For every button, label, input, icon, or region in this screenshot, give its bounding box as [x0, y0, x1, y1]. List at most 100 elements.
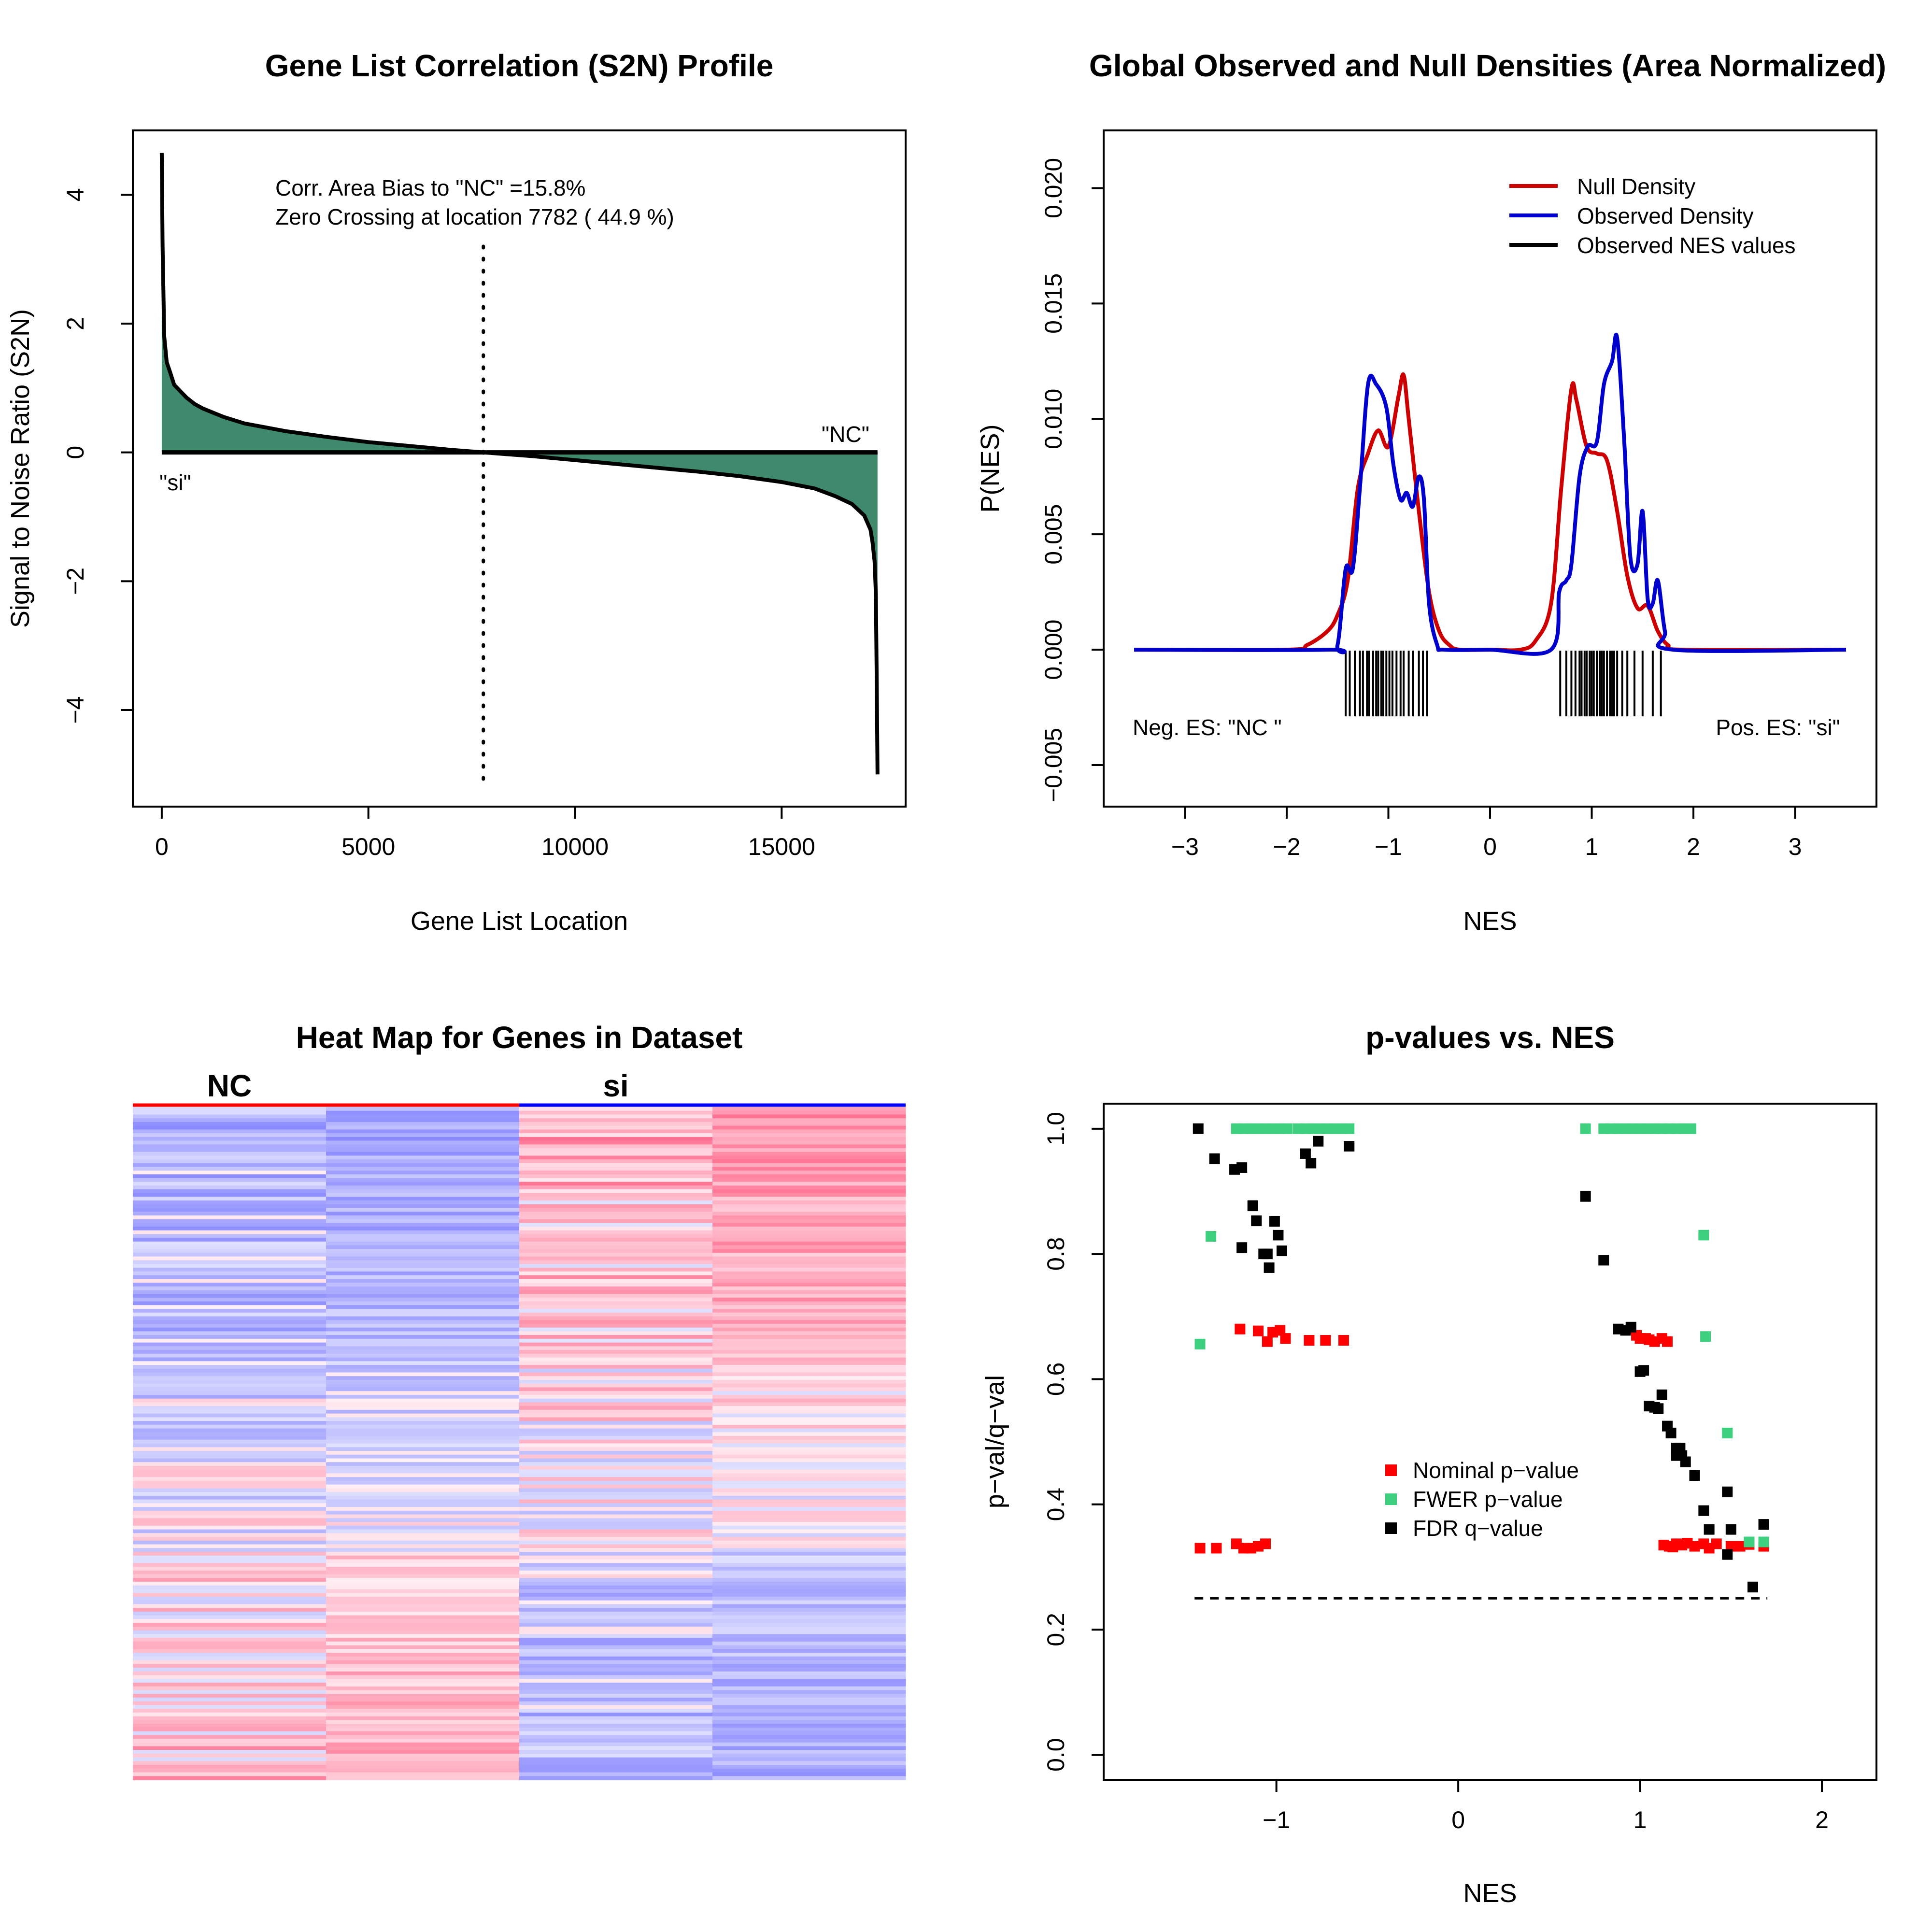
heatmap-cell	[133, 1308, 327, 1313]
heatmap-cell	[712, 1649, 906, 1653]
heatmap-cell	[326, 1398, 520, 1403]
heatmap-cell	[133, 1178, 327, 1182]
heatmap-cell	[712, 1267, 906, 1272]
fdr-q-point	[1247, 1200, 1258, 1211]
heatmap-cell	[712, 1256, 906, 1261]
heatmap-cell	[326, 1245, 520, 1250]
heatmap-cell	[133, 1159, 327, 1164]
heatmap-cell	[712, 1436, 906, 1440]
heatmap-cell	[519, 1387, 713, 1392]
heatmap-cell	[133, 1439, 327, 1444]
heatmap-cell	[133, 1495, 327, 1500]
heatmap-cell	[712, 1484, 906, 1489]
heatmap-cell	[712, 1604, 906, 1608]
heatmap-cell	[326, 1174, 520, 1179]
fwer-p-point	[1686, 1123, 1696, 1134]
heatmap-cell	[133, 1335, 327, 1339]
heatmap-cell	[133, 1364, 327, 1369]
y-tick-label: 0	[62, 446, 89, 459]
fdr-q-point	[1251, 1215, 1262, 1226]
heatmap-cell	[712, 1454, 906, 1459]
fwer-p-point	[1580, 1123, 1591, 1134]
nominal-p-point	[1662, 1336, 1673, 1347]
heatmap-cell	[519, 1540, 713, 1545]
fdr-q-point	[1580, 1191, 1591, 1202]
heatmap-cell	[519, 1297, 713, 1302]
heatmap-cell	[712, 1727, 906, 1732]
heatmap-cell	[712, 1275, 906, 1279]
heatmap-cell	[133, 1705, 327, 1709]
y-tick-label: 0.015	[1040, 273, 1067, 334]
x-tick-label: 2	[1815, 1806, 1829, 1833]
heatmap-cell	[712, 1608, 906, 1612]
heatmap-cell	[712, 1761, 906, 1765]
heatmap-cell	[519, 1622, 713, 1627]
heatmap-cell	[133, 1286, 327, 1291]
fdr-q-point	[1671, 1450, 1682, 1461]
heatmap-cell	[519, 1634, 713, 1638]
heatmap-cell	[133, 1136, 327, 1141]
heatmap-cell	[519, 1600, 713, 1605]
heatmap-cell	[133, 1765, 327, 1769]
heatmap-cell	[133, 1312, 327, 1317]
heatmap-cell	[519, 1424, 713, 1429]
heatmap-cell	[712, 1656, 906, 1661]
heatmap-cell	[326, 1772, 520, 1776]
fdr-q-point	[1300, 1148, 1311, 1159]
heatmap-cell	[326, 1660, 520, 1664]
heatmap-cell	[712, 1338, 906, 1343]
fdr-q-point	[1598, 1255, 1609, 1266]
heatmap-cell	[326, 1312, 520, 1317]
heatmap-cell	[133, 1742, 327, 1747]
heatmap-cell	[519, 1469, 713, 1474]
heatmap-cell	[133, 1776, 327, 1780]
heatmap-cell	[712, 1424, 906, 1429]
heatmap-cell	[519, 1346, 713, 1350]
heatmap-cell	[712, 1634, 906, 1638]
heatmap-cell	[133, 1342, 327, 1347]
heatmap-cell	[326, 1379, 520, 1384]
heatmap-cell	[519, 1256, 713, 1261]
heatmap-cell	[133, 1563, 327, 1567]
heatmap-cell	[133, 1409, 327, 1414]
heatmap-cell	[133, 1200, 327, 1205]
heatmap-cell	[712, 1705, 906, 1709]
panel-pvalues: p-values vs. NES −1 0 1 2 0.0 0.2 0.4 0.6 0.8 1.0…	[980, 1020, 1877, 1908]
heatmap-cell	[326, 1383, 520, 1388]
heatmap-cell	[133, 1122, 327, 1126]
heatmap-cell	[133, 1750, 327, 1754]
heatmap-cell	[133, 1346, 327, 1350]
heatmap-cell	[712, 1540, 906, 1545]
heatmap-cell	[519, 1675, 713, 1679]
fdr-q-point	[1313, 1136, 1324, 1147]
heatmap-cell	[712, 1342, 906, 1347]
heatmap-cell	[133, 1641, 327, 1646]
heatmap-cell	[519, 1215, 713, 1220]
heatmap-cell	[326, 1641, 520, 1646]
heatmap-cell	[133, 1234, 327, 1238]
heatmap-cell	[712, 1286, 906, 1291]
heatmap-cell	[712, 1712, 906, 1717]
heatmap-cell	[712, 1563, 906, 1567]
y-tick-label: 0.020	[1040, 158, 1067, 218]
column-group-label-si: si	[603, 1068, 628, 1103]
heatmap-cell	[519, 1548, 713, 1552]
heatmap-cell	[133, 1436, 327, 1440]
heatmap-cell	[712, 1735, 906, 1739]
heatmap-cell	[133, 1293, 327, 1298]
heatmap-cell	[712, 1507, 906, 1511]
heatmap-cell	[519, 1342, 713, 1347]
heatmap-cell	[712, 1525, 906, 1530]
heatmap-cell	[519, 1122, 713, 1126]
heatmap-cell	[712, 1406, 906, 1410]
heatmap-cell	[712, 1559, 906, 1563]
heatmap-cell	[133, 1387, 327, 1392]
heatmap-cell	[133, 1114, 327, 1119]
heatmap-cell	[133, 1507, 327, 1511]
heatmap-cell	[712, 1166, 906, 1171]
heatmap-cell	[326, 1746, 520, 1750]
heatmap-cell	[712, 1664, 906, 1668]
heatmap-cell	[519, 1249, 713, 1253]
heatmap-cell	[133, 1712, 327, 1717]
heatmap-cell	[519, 1107, 713, 1111]
